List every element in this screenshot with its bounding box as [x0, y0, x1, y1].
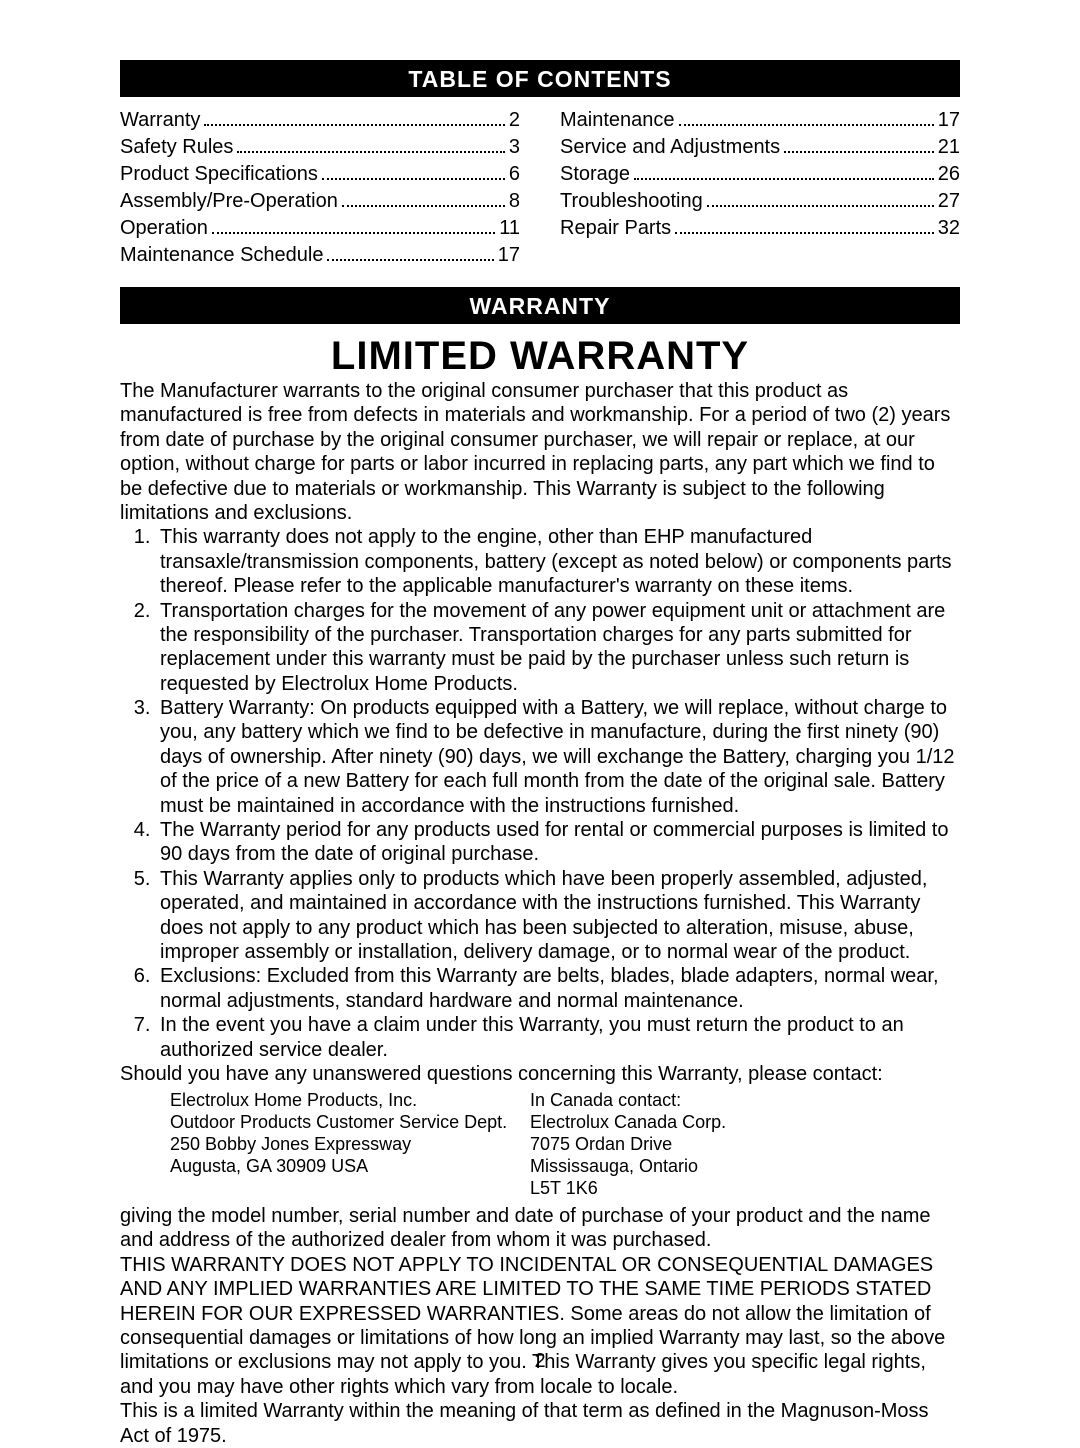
- toc-page: 17: [938, 107, 960, 134]
- toc-entry: Repair Parts 32: [560, 215, 960, 242]
- toc-entry: Safety Rules 3: [120, 134, 520, 161]
- toc-page: 32: [938, 215, 960, 242]
- tail-paragraph: giving the model number, serial number a…: [120, 1204, 960, 1253]
- toc-label: Product Specifications: [120, 161, 318, 188]
- contact-line: In Canada contact:: [530, 1090, 726, 1112]
- toc-leader-dots: [342, 189, 505, 207]
- list-item: The Warranty period for any products use…: [156, 818, 960, 867]
- toc-entry: Maintenance 17: [560, 107, 960, 134]
- toc-leader-dots: [784, 135, 934, 153]
- contact-block: Electrolux Home Products, Inc. Outdoor P…: [170, 1090, 960, 1200]
- contact-line: Electrolux Canada Corp.: [530, 1112, 726, 1134]
- contact-canada: In Canada contact: Electrolux Canada Cor…: [530, 1090, 726, 1200]
- list-item: This warranty does not apply to the engi…: [156, 525, 960, 598]
- toc-label: Service and Adjustments: [560, 134, 780, 161]
- toc-entry: Operation 11: [120, 215, 520, 242]
- list-item: Transportation charges for the movement …: [156, 599, 960, 697]
- limited-warranty-title: LIMITED WARRANTY: [120, 334, 960, 379]
- contact-line: Mississauga, Ontario: [530, 1156, 726, 1178]
- contact-lead: Should you have any unanswered questions…: [120, 1062, 960, 1086]
- toc-label: Maintenance: [560, 107, 675, 134]
- toc-leader-dots: [675, 216, 934, 234]
- intro-paragraph: The Manufacturer warrants to the origina…: [120, 379, 960, 525]
- toc-leader-dots: [327, 243, 493, 261]
- toc-leader-dots: [679, 108, 934, 126]
- contact-line: L5T 1K6: [530, 1178, 726, 1200]
- toc-leader-dots: [237, 135, 504, 153]
- toc-entry: Troubleshooting 27: [560, 188, 960, 215]
- toc-column-right: Maintenance 17 Service and Adjustments 2…: [560, 107, 960, 269]
- toc-leader-dots: [634, 162, 934, 180]
- page: TABLE OF CONTENTS Warranty 2 Safety Rule…: [0, 0, 1080, 1397]
- toc-label: Warranty: [120, 107, 200, 134]
- toc-page: 2: [509, 107, 520, 134]
- toc-page: 21: [938, 134, 960, 161]
- list-item: Battery Warranty: On products equipped w…: [156, 696, 960, 818]
- list-item: Exclusions: Excluded from this Warranty …: [156, 964, 960, 1013]
- warranty-list: This warranty does not apply to the engi…: [120, 525, 960, 1062]
- table-of-contents: Warranty 2 Safety Rules 3 Product Specif…: [120, 107, 960, 269]
- toc-entry: Assembly/Pre-Operation 8: [120, 188, 520, 215]
- tail-paragraph: This is a limited Warranty within the me…: [120, 1399, 960, 1448]
- toc-label: Repair Parts: [560, 215, 671, 242]
- toc-label: Storage: [560, 161, 630, 188]
- toc-label: Safety Rules: [120, 134, 233, 161]
- page-number: 2: [0, 1350, 1080, 1373]
- toc-label: Assembly/Pre-Operation: [120, 188, 338, 215]
- toc-page: 17: [498, 242, 520, 269]
- toc-label: Troubleshooting: [560, 188, 703, 215]
- toc-page: 27: [938, 188, 960, 215]
- toc-label: Maintenance Schedule: [120, 242, 323, 269]
- toc-page: 8: [509, 188, 520, 215]
- contact-line: Augusta, GA 30909 USA: [170, 1156, 510, 1178]
- toc-leader-dots: [322, 162, 505, 180]
- toc-entry: Product Specifications 6: [120, 161, 520, 188]
- contact-line: Outdoor Products Customer Service Dept.: [170, 1112, 510, 1134]
- list-item: This Warranty applies only to products w…: [156, 867, 960, 965]
- list-item: In the event you have a claim under this…: [156, 1013, 960, 1062]
- contact-line: 7075 Ordan Drive: [530, 1134, 726, 1156]
- toc-page: 6: [509, 161, 520, 188]
- toc-label: Operation: [120, 215, 208, 242]
- toc-entry: Warranty 2: [120, 107, 520, 134]
- toc-page: 3: [509, 134, 520, 161]
- toc-entry: Maintenance Schedule 17: [120, 242, 520, 269]
- toc-column-left: Warranty 2 Safety Rules 3 Product Specif…: [120, 107, 520, 269]
- section-bar-toc: TABLE OF CONTENTS: [120, 60, 960, 97]
- toc-entry: Storage 26: [560, 161, 960, 188]
- toc-leader-dots: [707, 189, 934, 207]
- toc-entry: Service and Adjustments 21: [560, 134, 960, 161]
- tail-paragraph: THIS WARRANTY DOES NOT APPLY TO INCIDENT…: [120, 1253, 960, 1399]
- contact-line: 250 Bobby Jones Expressway: [170, 1134, 510, 1156]
- warranty-body: The Manufacturer warrants to the origina…: [120, 379, 960, 1448]
- toc-leader-dots: [204, 108, 504, 126]
- contact-line: Electrolux Home Products, Inc.: [170, 1090, 510, 1112]
- toc-page: 11: [499, 215, 520, 242]
- toc-leader-dots: [212, 216, 495, 234]
- toc-page: 26: [938, 161, 960, 188]
- contact-us: Electrolux Home Products, Inc. Outdoor P…: [170, 1090, 510, 1200]
- section-bar-warranty: WARRANTY: [120, 287, 960, 324]
